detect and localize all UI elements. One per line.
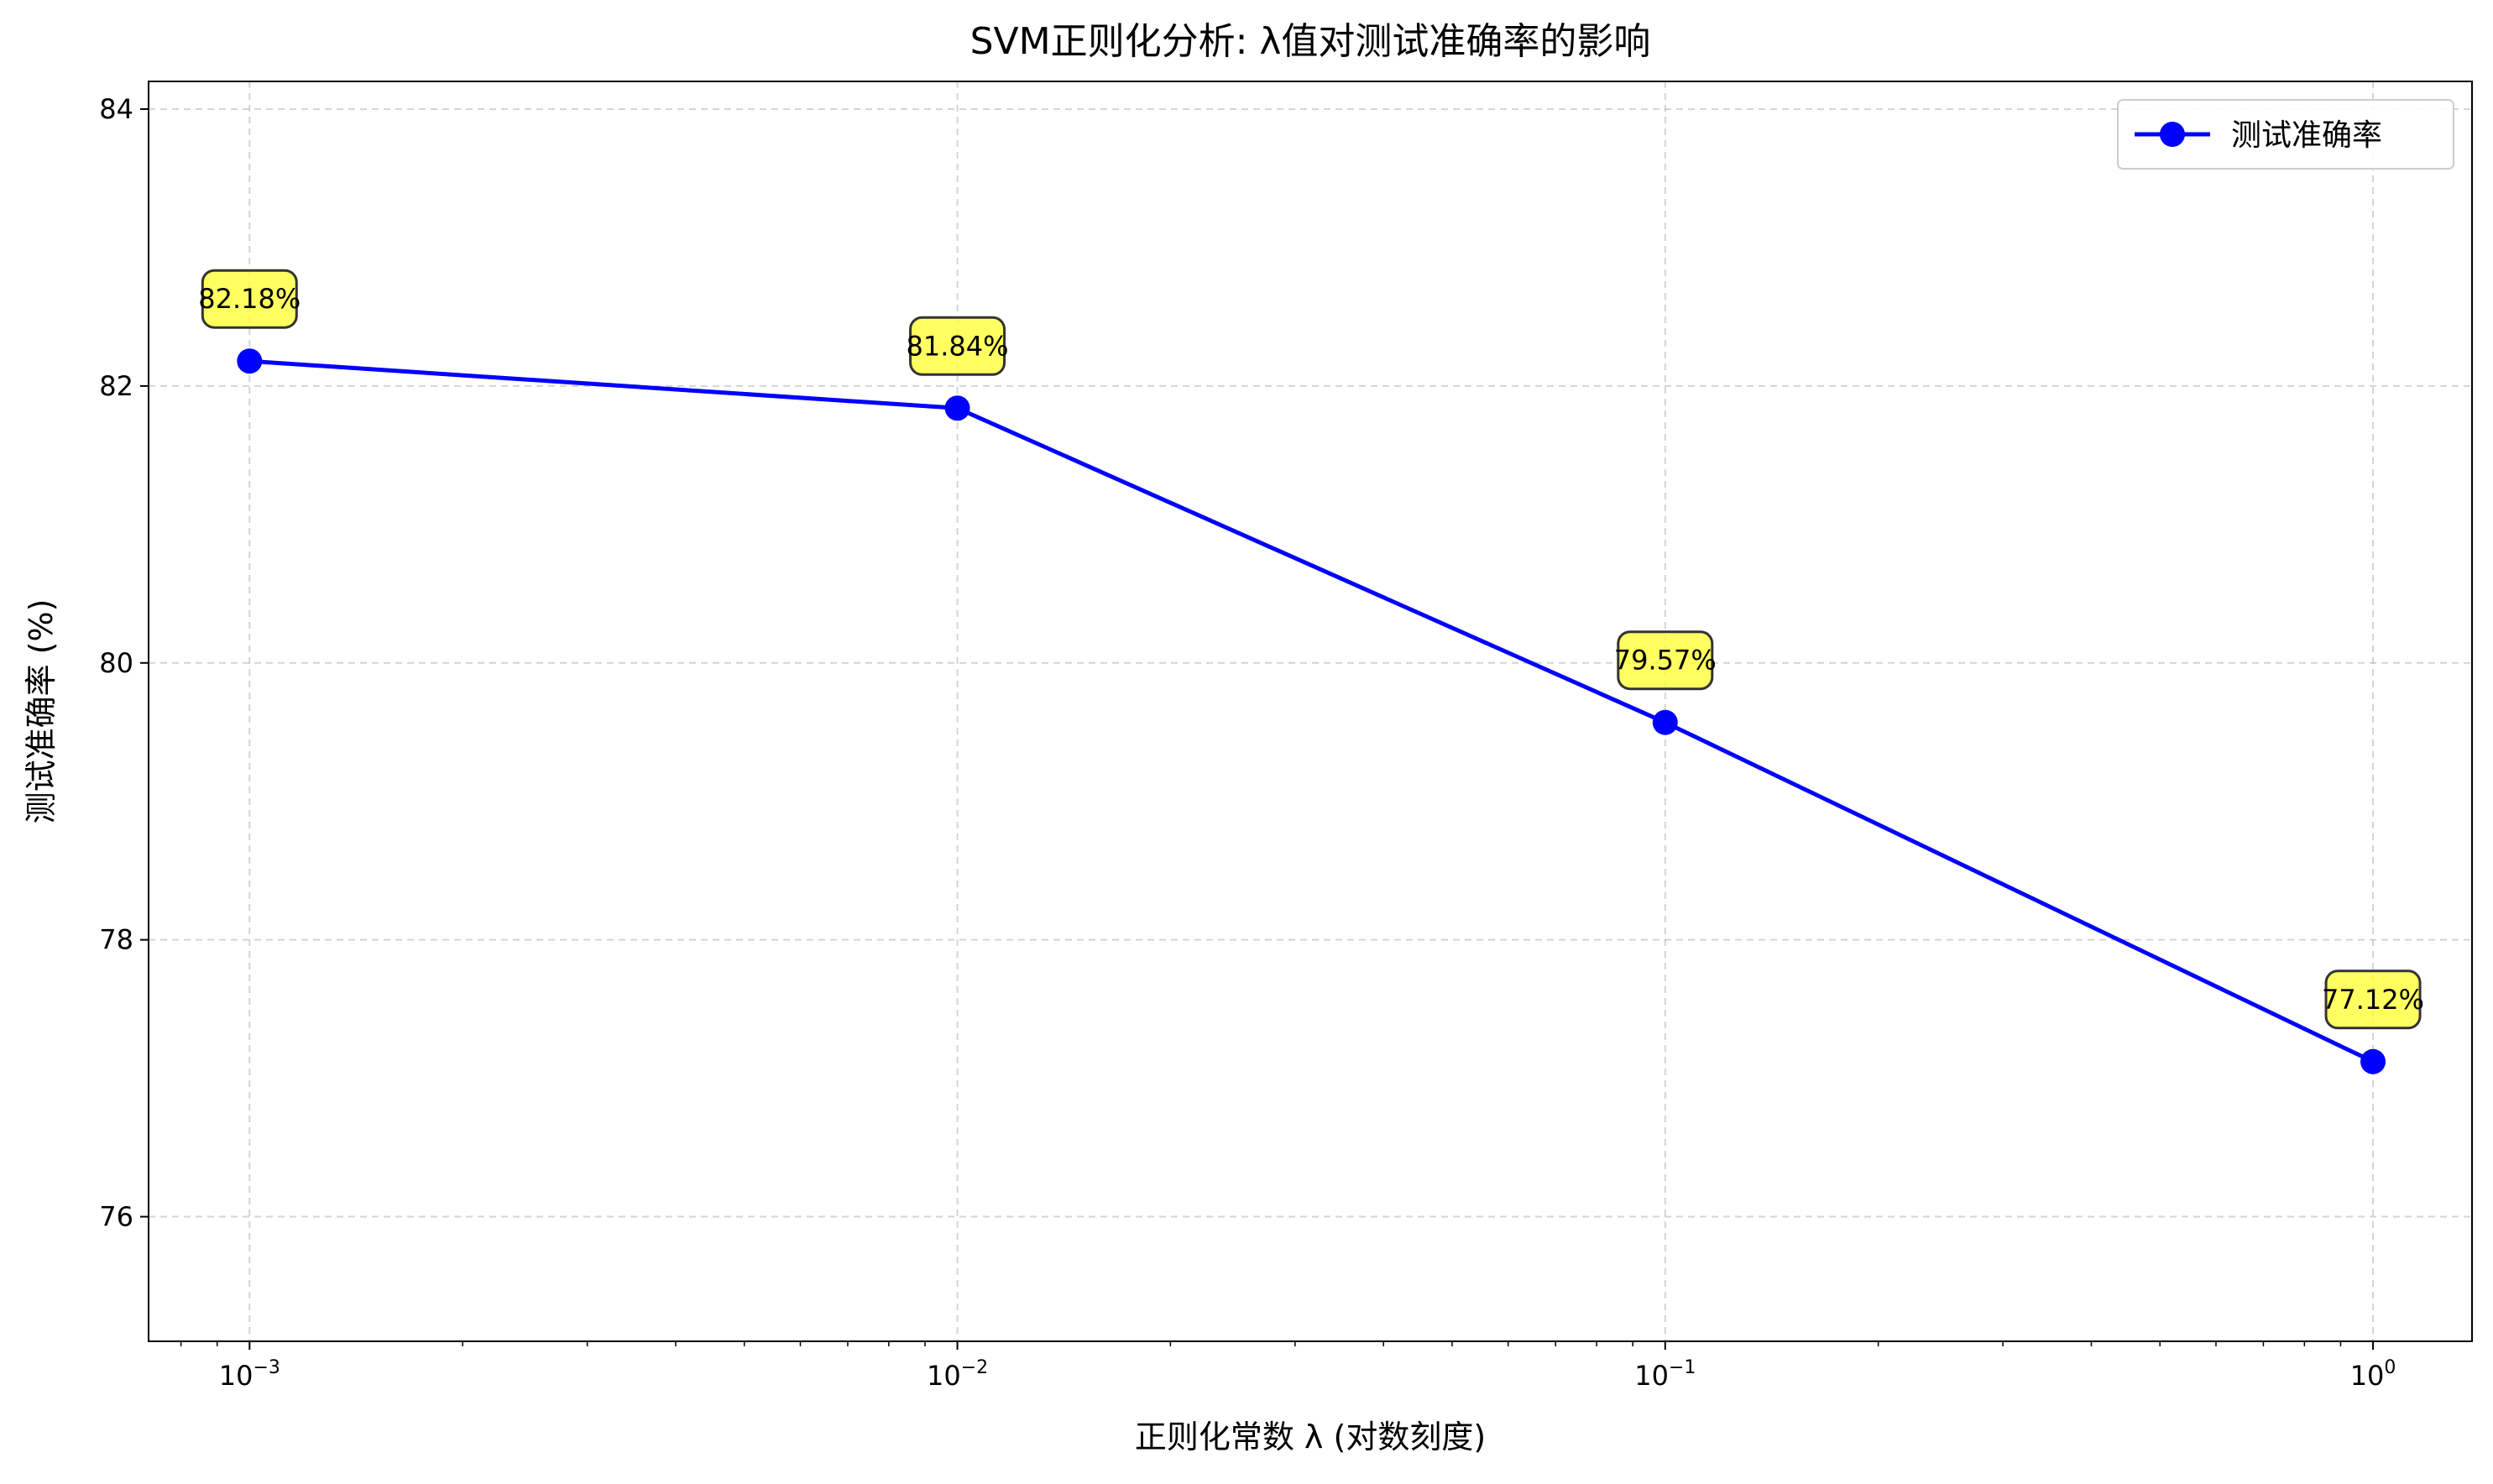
chart-title: SVM正则化分析: λ值对测试准确率的影响 (970, 20, 1651, 63)
y-axis-title: 测试准确率 (%) (23, 599, 60, 824)
y-tick-label: 84 (99, 93, 133, 125)
x-tick-label: 10−3 (219, 1357, 280, 1392)
legend: 测试准确率 (2117, 99, 2454, 170)
data-point (2360, 1048, 2386, 1074)
x-axis-title: 正则化常数 λ (对数刻度) (1135, 1419, 1486, 1455)
y-tick-label: 78 (99, 924, 133, 956)
data-point (944, 395, 970, 421)
x-tick-label: 10−1 (1634, 1357, 1696, 1392)
data-point (237, 348, 263, 374)
annotation-box (201, 269, 298, 329)
legend-point-marker (2160, 122, 2185, 147)
annotation-label: 79.57% (1614, 645, 1717, 677)
annotation-label: 81.84% (907, 330, 1009, 362)
y-tick-label: 80 (99, 647, 133, 679)
annotation-box (909, 316, 1006, 376)
axis-ticks: 76 78 80 82 84 10−3 10−2 10−1 100 (99, 93, 2396, 1392)
y-tick-label: 76 (99, 1201, 133, 1233)
grid (149, 81, 2472, 1341)
annotation-box (2324, 969, 2422, 1030)
data-point (1652, 709, 1678, 735)
series (237, 348, 2386, 1074)
x-tick-label: 100 (2350, 1357, 2396, 1392)
annotation-box (1617, 630, 1714, 691)
annotation-label: 82.18% (198, 283, 301, 315)
legend-label: 测试准确率 (2231, 118, 2382, 153)
annotation-label: 77.12% (2322, 984, 2424, 1016)
data-annotations: 82.18% 81.84% 79.57% 77.12% (198, 269, 2424, 1030)
legend-box (2117, 99, 2454, 170)
x-tick-label: 10−2 (927, 1357, 988, 1392)
y-tick-label: 82 (99, 370, 133, 402)
series-line (249, 358, 2375, 1064)
plot-frame (148, 81, 2473, 1342)
